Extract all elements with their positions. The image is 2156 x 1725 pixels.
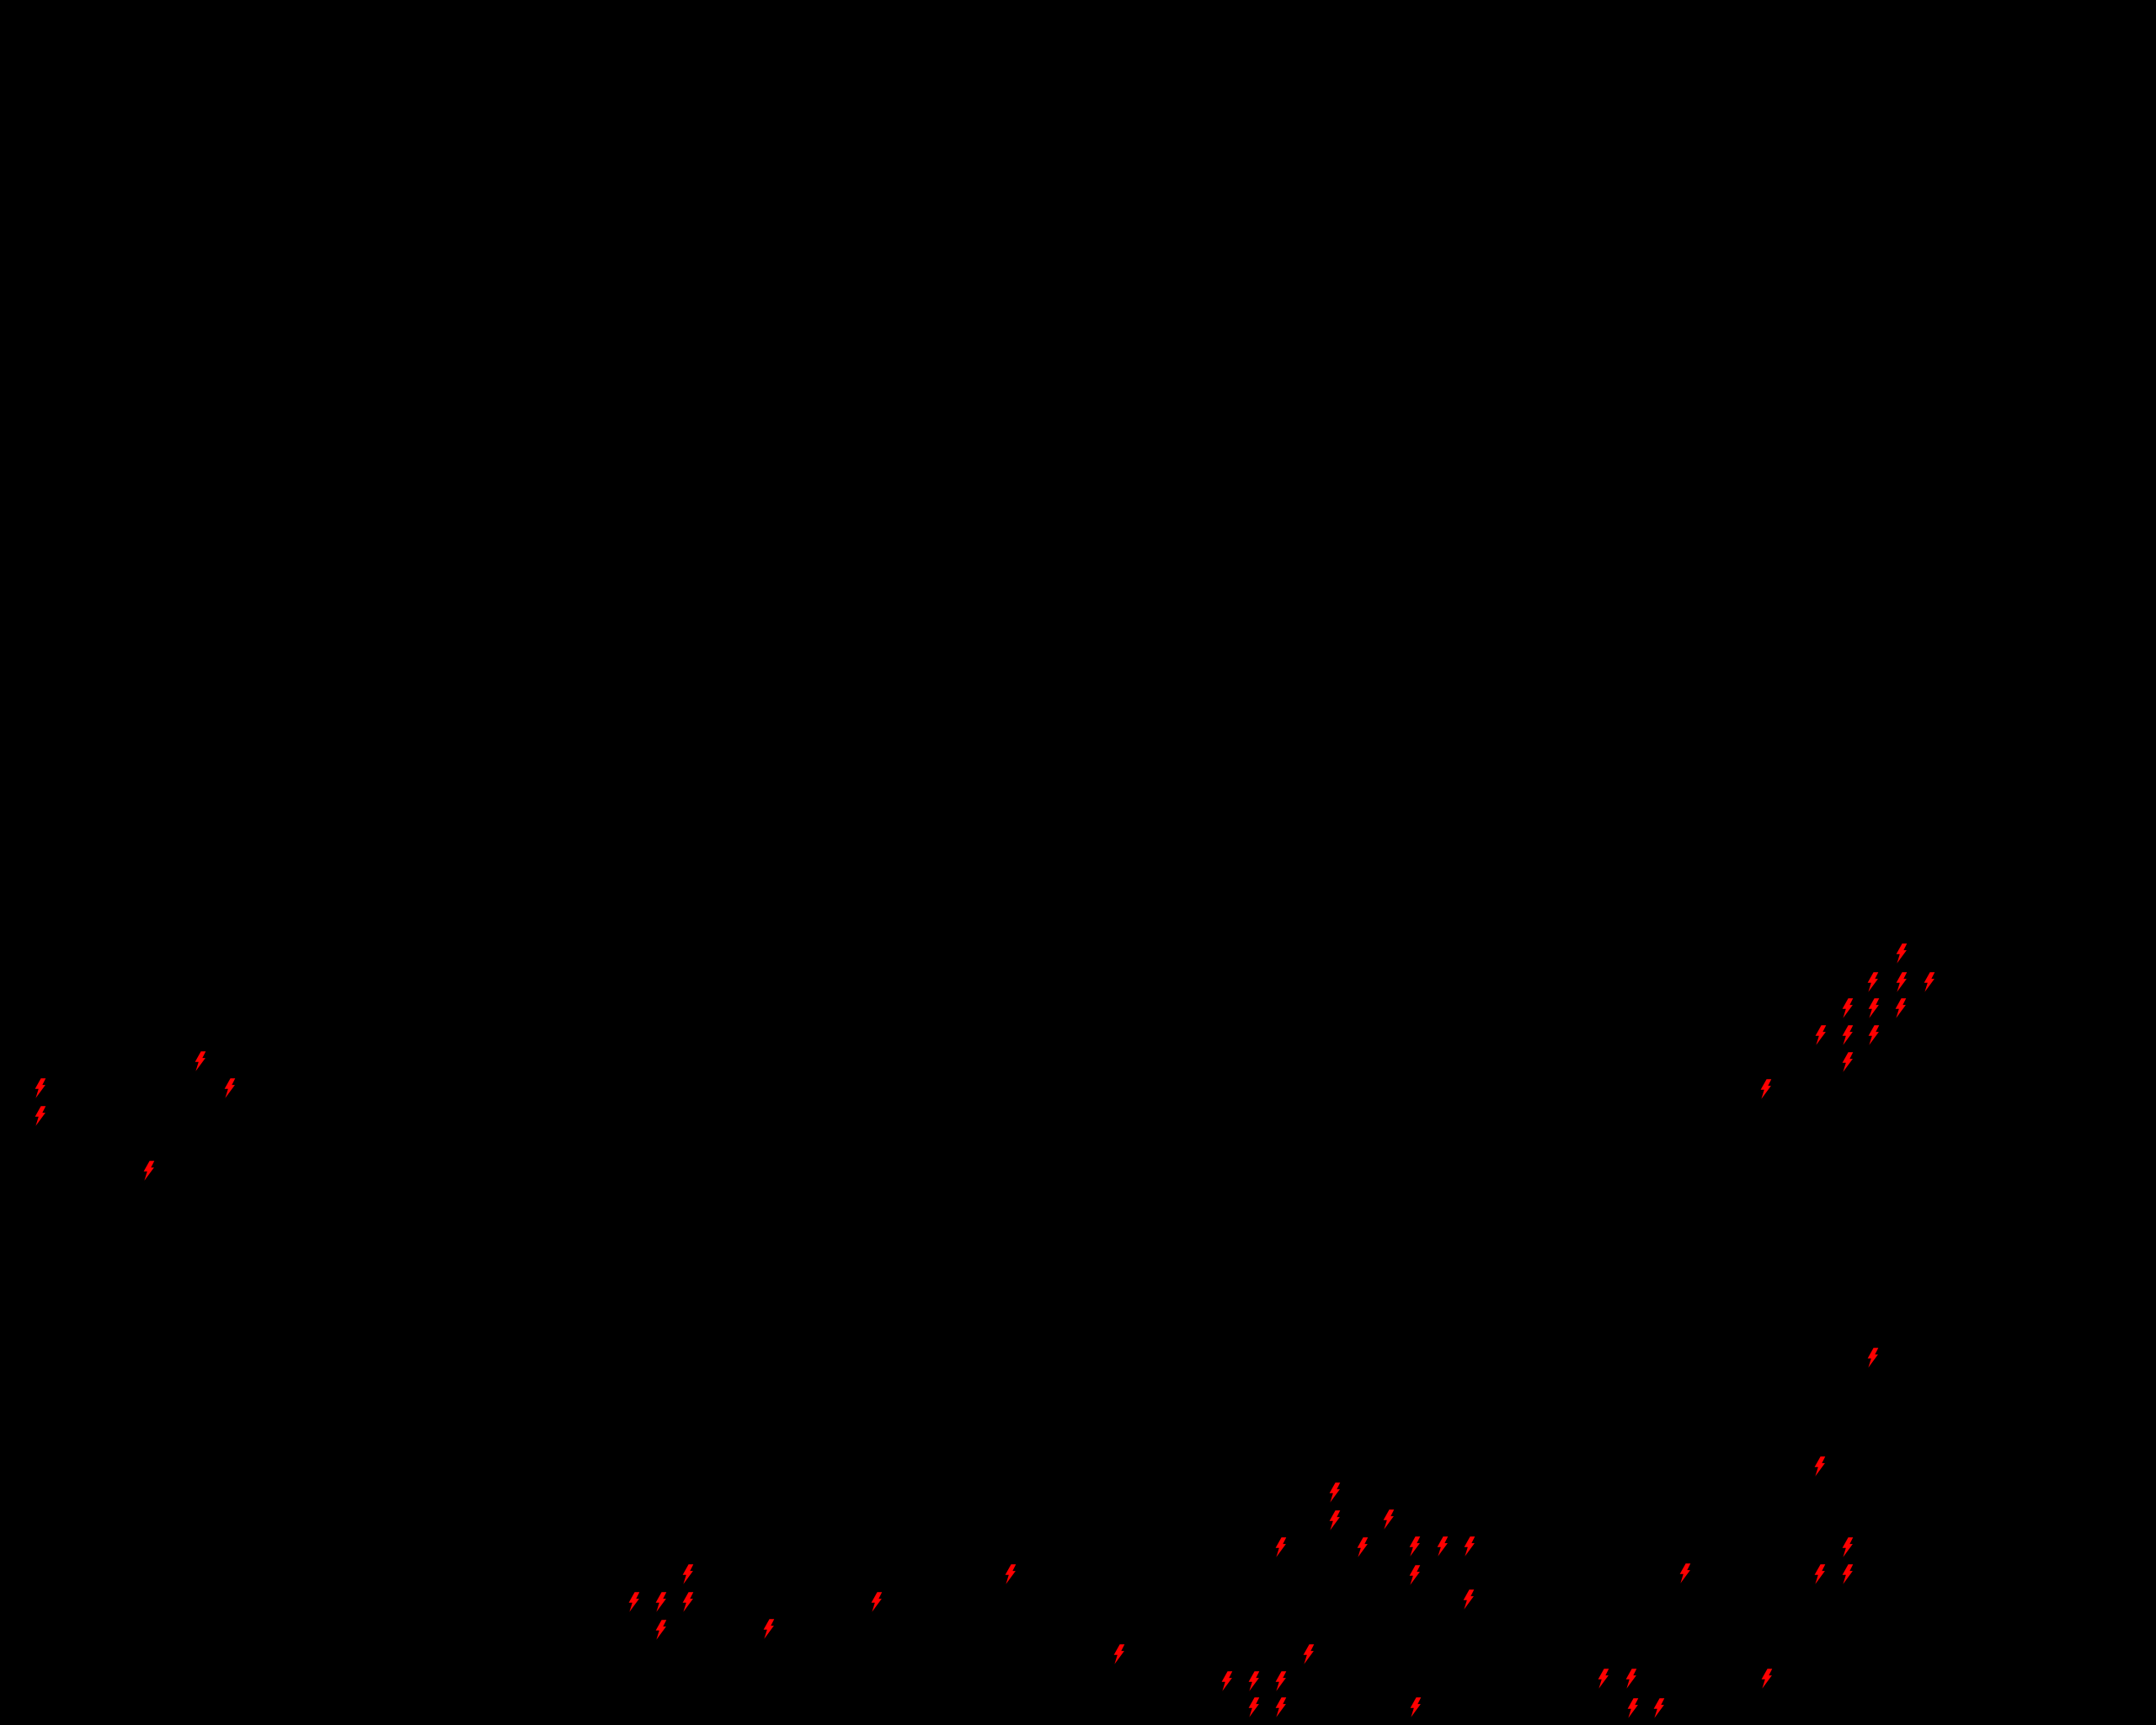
lightning-bolt-icon xyxy=(1598,1669,1609,1689)
lightning-bolt-icon xyxy=(763,1619,775,1639)
lightning-bolt-icon xyxy=(1896,943,1908,964)
lightning-bolt-icon xyxy=(1409,1536,1421,1557)
lightning-bolt-icon xyxy=(1005,1564,1017,1584)
lightning-bolt-icon xyxy=(1221,1671,1233,1691)
lightning-bolt-icon xyxy=(1383,1509,1395,1530)
lightning-bolt-icon xyxy=(1842,998,1854,1018)
lightning-bolt-icon xyxy=(1463,1589,1475,1610)
lightning-bolt-icon xyxy=(1842,1564,1854,1584)
lightning-bolt-icon xyxy=(224,1078,236,1098)
lightning-bolt-icon xyxy=(1275,1537,1287,1557)
lightning-bolt-icon xyxy=(1895,998,1907,1018)
lightning-bolt-icon xyxy=(195,1051,206,1071)
lightning-bolt-icon xyxy=(1275,1671,1287,1691)
lightning-bolt-icon xyxy=(1437,1536,1449,1557)
lightning-bolt-icon xyxy=(871,1592,883,1612)
lightning-bolt-icon xyxy=(1761,1669,1773,1689)
lightning-bolt-icon xyxy=(1464,1536,1476,1557)
lightning-bolt-icon xyxy=(655,1620,667,1640)
lightning-bolt-icon xyxy=(1275,1697,1287,1717)
lightning-bolt-icon xyxy=(1653,1698,1665,1718)
lightning-bolt-icon xyxy=(1842,1052,1854,1072)
lightning-bolt-icon xyxy=(1679,1563,1691,1583)
lightning-bolt-icon xyxy=(628,1592,640,1612)
lightning-bolt-icon xyxy=(1868,998,1880,1018)
lightning-bolt-icon xyxy=(1760,1079,1772,1099)
lightning-bolt-icon xyxy=(1867,972,1879,992)
lightning-bolt-icon xyxy=(1627,1698,1639,1718)
lightning-bolt-icon xyxy=(1842,1025,1854,1045)
lightning-bolt-icon xyxy=(682,1564,694,1584)
lightning-bolt-icon xyxy=(1924,972,1935,992)
lightning-bolt-icon xyxy=(1896,972,1908,992)
lightning-bolt-icon xyxy=(35,1106,46,1126)
lightning-bolt-icon xyxy=(1303,1644,1315,1664)
lightning-bolt-icon xyxy=(655,1592,667,1612)
lightning-bolt-icon xyxy=(143,1161,155,1181)
lightning-bolt-icon xyxy=(1329,1482,1341,1503)
lightning-bolt-icon xyxy=(1410,1697,1422,1717)
lightning-bolt-icon xyxy=(1409,1565,1421,1585)
lightning-bolt-icon xyxy=(1248,1697,1260,1717)
lightning-bolt-icon xyxy=(1867,1348,1879,1368)
lightning-bolt-icon xyxy=(1814,1456,1826,1477)
lightning-bolt-icon xyxy=(35,1078,46,1098)
lightning-bolt-icon xyxy=(1248,1671,1260,1691)
lightning-bolt-icon xyxy=(682,1592,694,1612)
lightning-bolt-icon xyxy=(1814,1564,1826,1584)
lightning-bolt-icon xyxy=(1625,1669,1637,1689)
lightning-bolt-icon xyxy=(1357,1537,1369,1557)
lightning-bolt-icon xyxy=(1329,1510,1341,1530)
lightning-bolt-icon xyxy=(1842,1537,1854,1557)
lightning-bolt-icon xyxy=(1815,1025,1827,1045)
lightning-bolt-icon xyxy=(1868,1025,1880,1045)
lightning-bolt-icon xyxy=(1113,1644,1125,1664)
